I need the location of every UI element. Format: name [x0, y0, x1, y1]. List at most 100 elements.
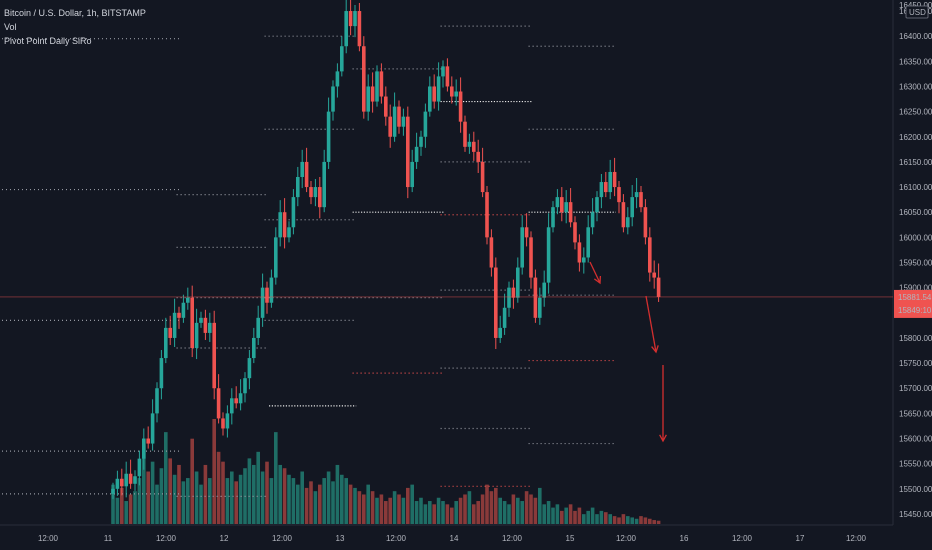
candle-body [168, 327, 172, 338]
candle-body [551, 207, 555, 228]
candle-body [617, 187, 621, 203]
volume-bar [177, 464, 181, 524]
candle-body [634, 192, 639, 198]
annotation-arrowhead [651, 345, 659, 354]
candle-body [379, 71, 384, 97]
volume-bar [164, 432, 168, 524]
volume-indicator-label[interactable]: Vol [4, 22, 17, 32]
y-tick-label: 15800.00 [899, 334, 932, 343]
y-tick-label: 15950.00 [899, 259, 932, 268]
x-tick-label: 11 [104, 534, 113, 543]
candle-body [516, 267, 520, 298]
volume-bar [533, 497, 538, 524]
volume-bar [278, 464, 282, 524]
candle-body [142, 438, 146, 459]
candle-body [480, 161, 485, 193]
candle-body [164, 327, 168, 359]
volume-bar [384, 501, 388, 524]
x-tick-label: 15 [566, 534, 575, 543]
volume-bar [269, 478, 274, 524]
countdown-label: 15849:10 [898, 306, 932, 315]
volume-bar [208, 478, 212, 524]
y-tick-label: 16050.00 [899, 208, 932, 217]
volume-bar [291, 478, 296, 524]
volume-bar [388, 497, 392, 524]
volume-bar [362, 494, 366, 524]
volume-bar [168, 458, 172, 524]
candle-body [577, 242, 582, 263]
volume-bar [599, 510, 604, 524]
symbol-title[interactable]: Bitcoin / U.S. Dollar, 1h, BITSTAMP [4, 8, 146, 18]
candle-body [375, 71, 379, 102]
x-tick-label: 16 [680, 534, 689, 543]
candle-body [300, 161, 304, 177]
volume-bar [604, 512, 608, 524]
volume-bar [467, 491, 472, 524]
candle-body [357, 11, 362, 47]
candle-body [529, 237, 533, 278]
volume-bar [630, 517, 634, 524]
candle-body [137, 458, 142, 477]
candle-body [212, 322, 216, 389]
volume-bar [203, 464, 208, 524]
candle-body [353, 11, 357, 27]
candle-body [564, 202, 568, 213]
candle-body [590, 212, 595, 228]
volume-bar [366, 484, 370, 524]
candle-body [568, 202, 573, 223]
currency-label[interactable]: USD [909, 8, 926, 17]
candle-body [159, 358, 164, 389]
volume-bar [274, 432, 278, 524]
volume-bar [445, 504, 450, 524]
candle-body [124, 473, 128, 487]
candle-body [181, 302, 186, 318]
volume-bar [120, 487, 124, 524]
volume-bar [216, 451, 221, 524]
volume-bar [590, 507, 595, 524]
candle-body [555, 197, 560, 208]
candle-body [370, 86, 375, 102]
candle-body [643, 207, 648, 238]
candle-body [397, 106, 401, 127]
candle-body [291, 197, 296, 228]
volume-bar [582, 514, 586, 524]
volume-bar [419, 497, 423, 524]
candle-body [199, 317, 203, 323]
volume-bar [401, 497, 406, 524]
volume-bar [186, 478, 190, 524]
candle-body [335, 71, 340, 87]
candle-body [621, 202, 626, 228]
volume-bar [225, 478, 230, 524]
volume-bar [230, 471, 234, 524]
candle-body [441, 66, 445, 77]
candle-body [344, 11, 348, 47]
volume-bar [172, 474, 177, 524]
x-tick-label: 12:00 [272, 534, 293, 543]
candle-body [269, 277, 274, 303]
volume-bar [586, 510, 590, 524]
volume-bar [502, 501, 507, 524]
volume-bar [340, 474, 344, 524]
annotation-arrowhead [659, 434, 667, 443]
volume-bar [458, 497, 463, 524]
volume-bar [406, 487, 410, 524]
volume-bar [428, 501, 432, 524]
y-tick-label: 15450.00 [899, 510, 932, 519]
candle-body [296, 177, 300, 198]
candle-body [340, 46, 344, 72]
candle-body [467, 141, 472, 147]
candle-body [313, 187, 318, 198]
candle-body [326, 111, 331, 162]
x-tick-label: 12 [220, 534, 229, 543]
y-tick-label: 16400.00 [899, 32, 932, 41]
candle-body [485, 192, 489, 238]
volume-bar [313, 491, 318, 524]
volume-bar [150, 461, 155, 524]
pivot-indicator-label[interactable]: Pivot Point Daily SiRo [4, 36, 92, 46]
volume-bar [142, 445, 146, 524]
volume-bar [494, 487, 498, 524]
candle-body [604, 182, 608, 193]
candle-body [428, 86, 432, 112]
volume-bar [612, 516, 617, 524]
